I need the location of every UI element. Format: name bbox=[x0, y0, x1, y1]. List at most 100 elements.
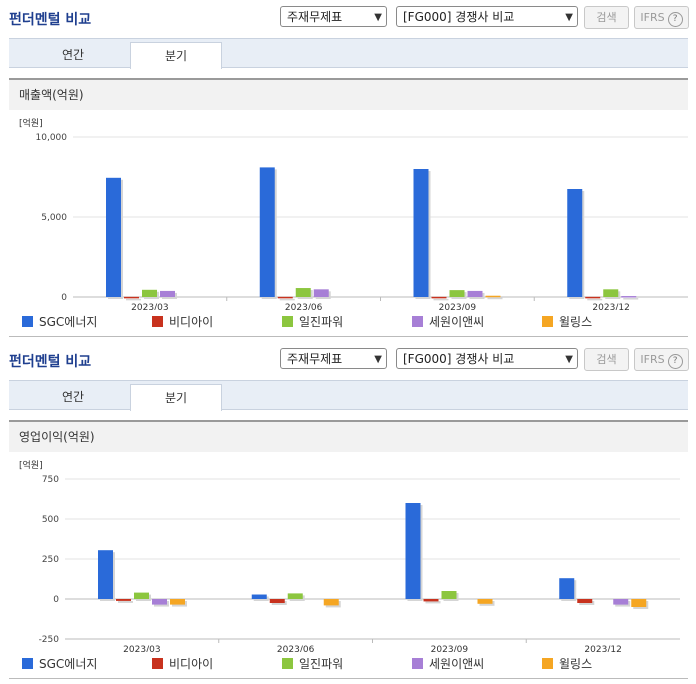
legend-swatch bbox=[282, 658, 293, 669]
statement-select[interactable]: 주재무제표 ▼ bbox=[280, 348, 387, 369]
legend-swatch bbox=[412, 316, 423, 327]
legend-swatch bbox=[152, 658, 163, 669]
chart-legend: SGC에너지 비디아이 일진파워 세원이앤씨 윌링스 bbox=[22, 313, 682, 329]
bar bbox=[603, 289, 619, 297]
bar bbox=[269, 599, 285, 603]
period-tabs: 연간 분기 bbox=[9, 380, 688, 411]
legend-label: 세원이앤씨 bbox=[429, 315, 485, 329]
bar-shadow bbox=[433, 298, 449, 301]
legend-item: 일진파워 bbox=[282, 313, 343, 330]
bar bbox=[631, 599, 647, 607]
bar bbox=[98, 550, 113, 599]
section-divider bbox=[9, 678, 688, 679]
chevron-down-icon: ▼ bbox=[374, 354, 382, 365]
bar bbox=[577, 599, 593, 603]
legend-swatch bbox=[412, 658, 423, 669]
y-tick-label: 0 bbox=[61, 293, 67, 303]
bar-shadow bbox=[279, 298, 295, 301]
legend-item: 윌링스 bbox=[542, 655, 592, 672]
statement-select-value: 주재무제표 bbox=[287, 352, 343, 366]
chevron-down-icon: ▼ bbox=[565, 12, 573, 23]
search-button[interactable]: 검색 bbox=[584, 6, 629, 29]
bar bbox=[160, 290, 175, 297]
tab-quarterly[interactable]: 분기 bbox=[130, 42, 222, 69]
help-icon: ? bbox=[667, 354, 683, 369]
statement-select[interactable]: 주재무제표 ▼ bbox=[280, 6, 387, 27]
chevron-down-icon: ▼ bbox=[565, 354, 573, 365]
statement-select-value: 주재무제표 bbox=[287, 10, 343, 24]
legend-swatch bbox=[22, 316, 33, 327]
section-title: 펀더멘털 비교 bbox=[9, 354, 92, 370]
y-tick-label: 0 bbox=[53, 595, 59, 605]
y-tick-label: 10,000 bbox=[36, 133, 68, 143]
comparison-select-value: [FG000] 경쟁사 비교 bbox=[403, 352, 515, 366]
bar bbox=[170, 599, 185, 605]
bar bbox=[585, 296, 601, 299]
tab-annual[interactable]: 연간 bbox=[61, 48, 85, 62]
search-button[interactable]: 검색 bbox=[584, 348, 629, 371]
bar-shadow bbox=[118, 601, 133, 603]
legend-swatch bbox=[22, 658, 33, 669]
chart-legend: SGC에너지 비디아이 일진파워 세원이앤씨 윌링스 bbox=[22, 655, 682, 671]
comparison-select[interactable]: [FG000] 경쟁사 비교 ▼ bbox=[396, 348, 578, 369]
x-tick-label: 2023/12 bbox=[592, 303, 629, 310]
bar bbox=[134, 592, 149, 599]
y-tick-label: 5,000 bbox=[41, 213, 67, 223]
tab-annual[interactable]: 연간 bbox=[61, 390, 85, 404]
legend-label: 일진파워 bbox=[299, 315, 344, 329]
legend-label: SGC에너지 bbox=[39, 657, 98, 671]
bar bbox=[613, 599, 629, 605]
bar-shadow bbox=[126, 298, 141, 301]
section-divider bbox=[9, 336, 688, 337]
bar bbox=[423, 599, 439, 602]
legend-item: 일진파워 bbox=[282, 655, 343, 672]
period-tabs: 연간 분기 bbox=[9, 38, 688, 69]
y-tick-label: 750 bbox=[42, 475, 59, 485]
legend-swatch bbox=[152, 316, 163, 327]
legend-item: SGC에너지 bbox=[22, 655, 97, 672]
comparison-select[interactable]: [FG000] 경쟁사 비교 ▼ bbox=[396, 6, 578, 27]
legend-label: 비디아이 bbox=[169, 315, 214, 329]
legend-item: 세원이앤씨 bbox=[412, 655, 484, 672]
bar bbox=[431, 296, 447, 299]
help-icon: ? bbox=[667, 12, 683, 27]
bar bbox=[124, 296, 139, 299]
bar bbox=[413, 169, 429, 297]
section-header: 펀더멘털 비교 주재무제표 ▼ [FG000] 경쟁사 비교 ▼ 검색 IFRS? bbox=[0, 342, 696, 372]
legend-label: 일진파워 bbox=[299, 657, 344, 671]
tab-quarterly[interactable]: 분기 bbox=[130, 384, 222, 411]
unit-label: [억원] bbox=[19, 117, 43, 129]
x-tick-label: 2023/12 bbox=[584, 645, 621, 652]
bar bbox=[559, 578, 575, 599]
bar bbox=[621, 296, 637, 298]
bar bbox=[467, 290, 483, 297]
bar bbox=[323, 599, 339, 606]
panel-title: 매출액(억원) bbox=[9, 78, 688, 110]
revenue-chart-svg: [억원] 0 5,000 10,000 2023/03 2023/06 2023/09 202… bbox=[19, 117, 688, 310]
panel-title: 영업이익(억원) bbox=[9, 420, 688, 452]
bar bbox=[441, 591, 457, 599]
bar-shadow bbox=[623, 298, 639, 300]
legend-swatch bbox=[282, 316, 293, 327]
x-tick-label: 2023/06 bbox=[285, 303, 323, 310]
bar bbox=[251, 594, 267, 599]
bar-shadow bbox=[425, 601, 441, 604]
legend-swatch bbox=[542, 316, 553, 327]
x-tick-label: 2023/03 bbox=[131, 303, 168, 310]
fundamental-section-revenue: 펀더멘털 비교 주재무제표 ▼ [FG000] 경쟁사 비교 ▼ 검색 IFRS? … bbox=[0, 0, 696, 337]
ifrs-button[interactable]: IFRS? bbox=[634, 6, 689, 29]
ifrs-button[interactable]: IFRS? bbox=[634, 348, 689, 371]
chevron-down-icon: ▼ bbox=[374, 12, 382, 23]
legend-item: 비디아이 bbox=[152, 313, 213, 330]
bar bbox=[567, 189, 583, 297]
bar bbox=[116, 599, 131, 601]
legend-item: 비디아이 bbox=[152, 655, 213, 672]
ifrs-label: IFRS bbox=[640, 11, 665, 24]
bar bbox=[259, 167, 275, 297]
legend-item: 윌링스 bbox=[542, 313, 592, 330]
y-tick-label: 250 bbox=[42, 555, 59, 565]
legend-swatch bbox=[542, 658, 553, 669]
bar bbox=[106, 177, 121, 297]
operating-profit-chart-svg: [억원] -250 0 250 500 750 2023/03 2023/06 2023/09 2… bbox=[19, 459, 680, 652]
section-header: 펀더멘털 비교 주재무제표 ▼ [FG000] 경쟁사 비교 ▼ 검색 IFRS? bbox=[0, 0, 696, 30]
